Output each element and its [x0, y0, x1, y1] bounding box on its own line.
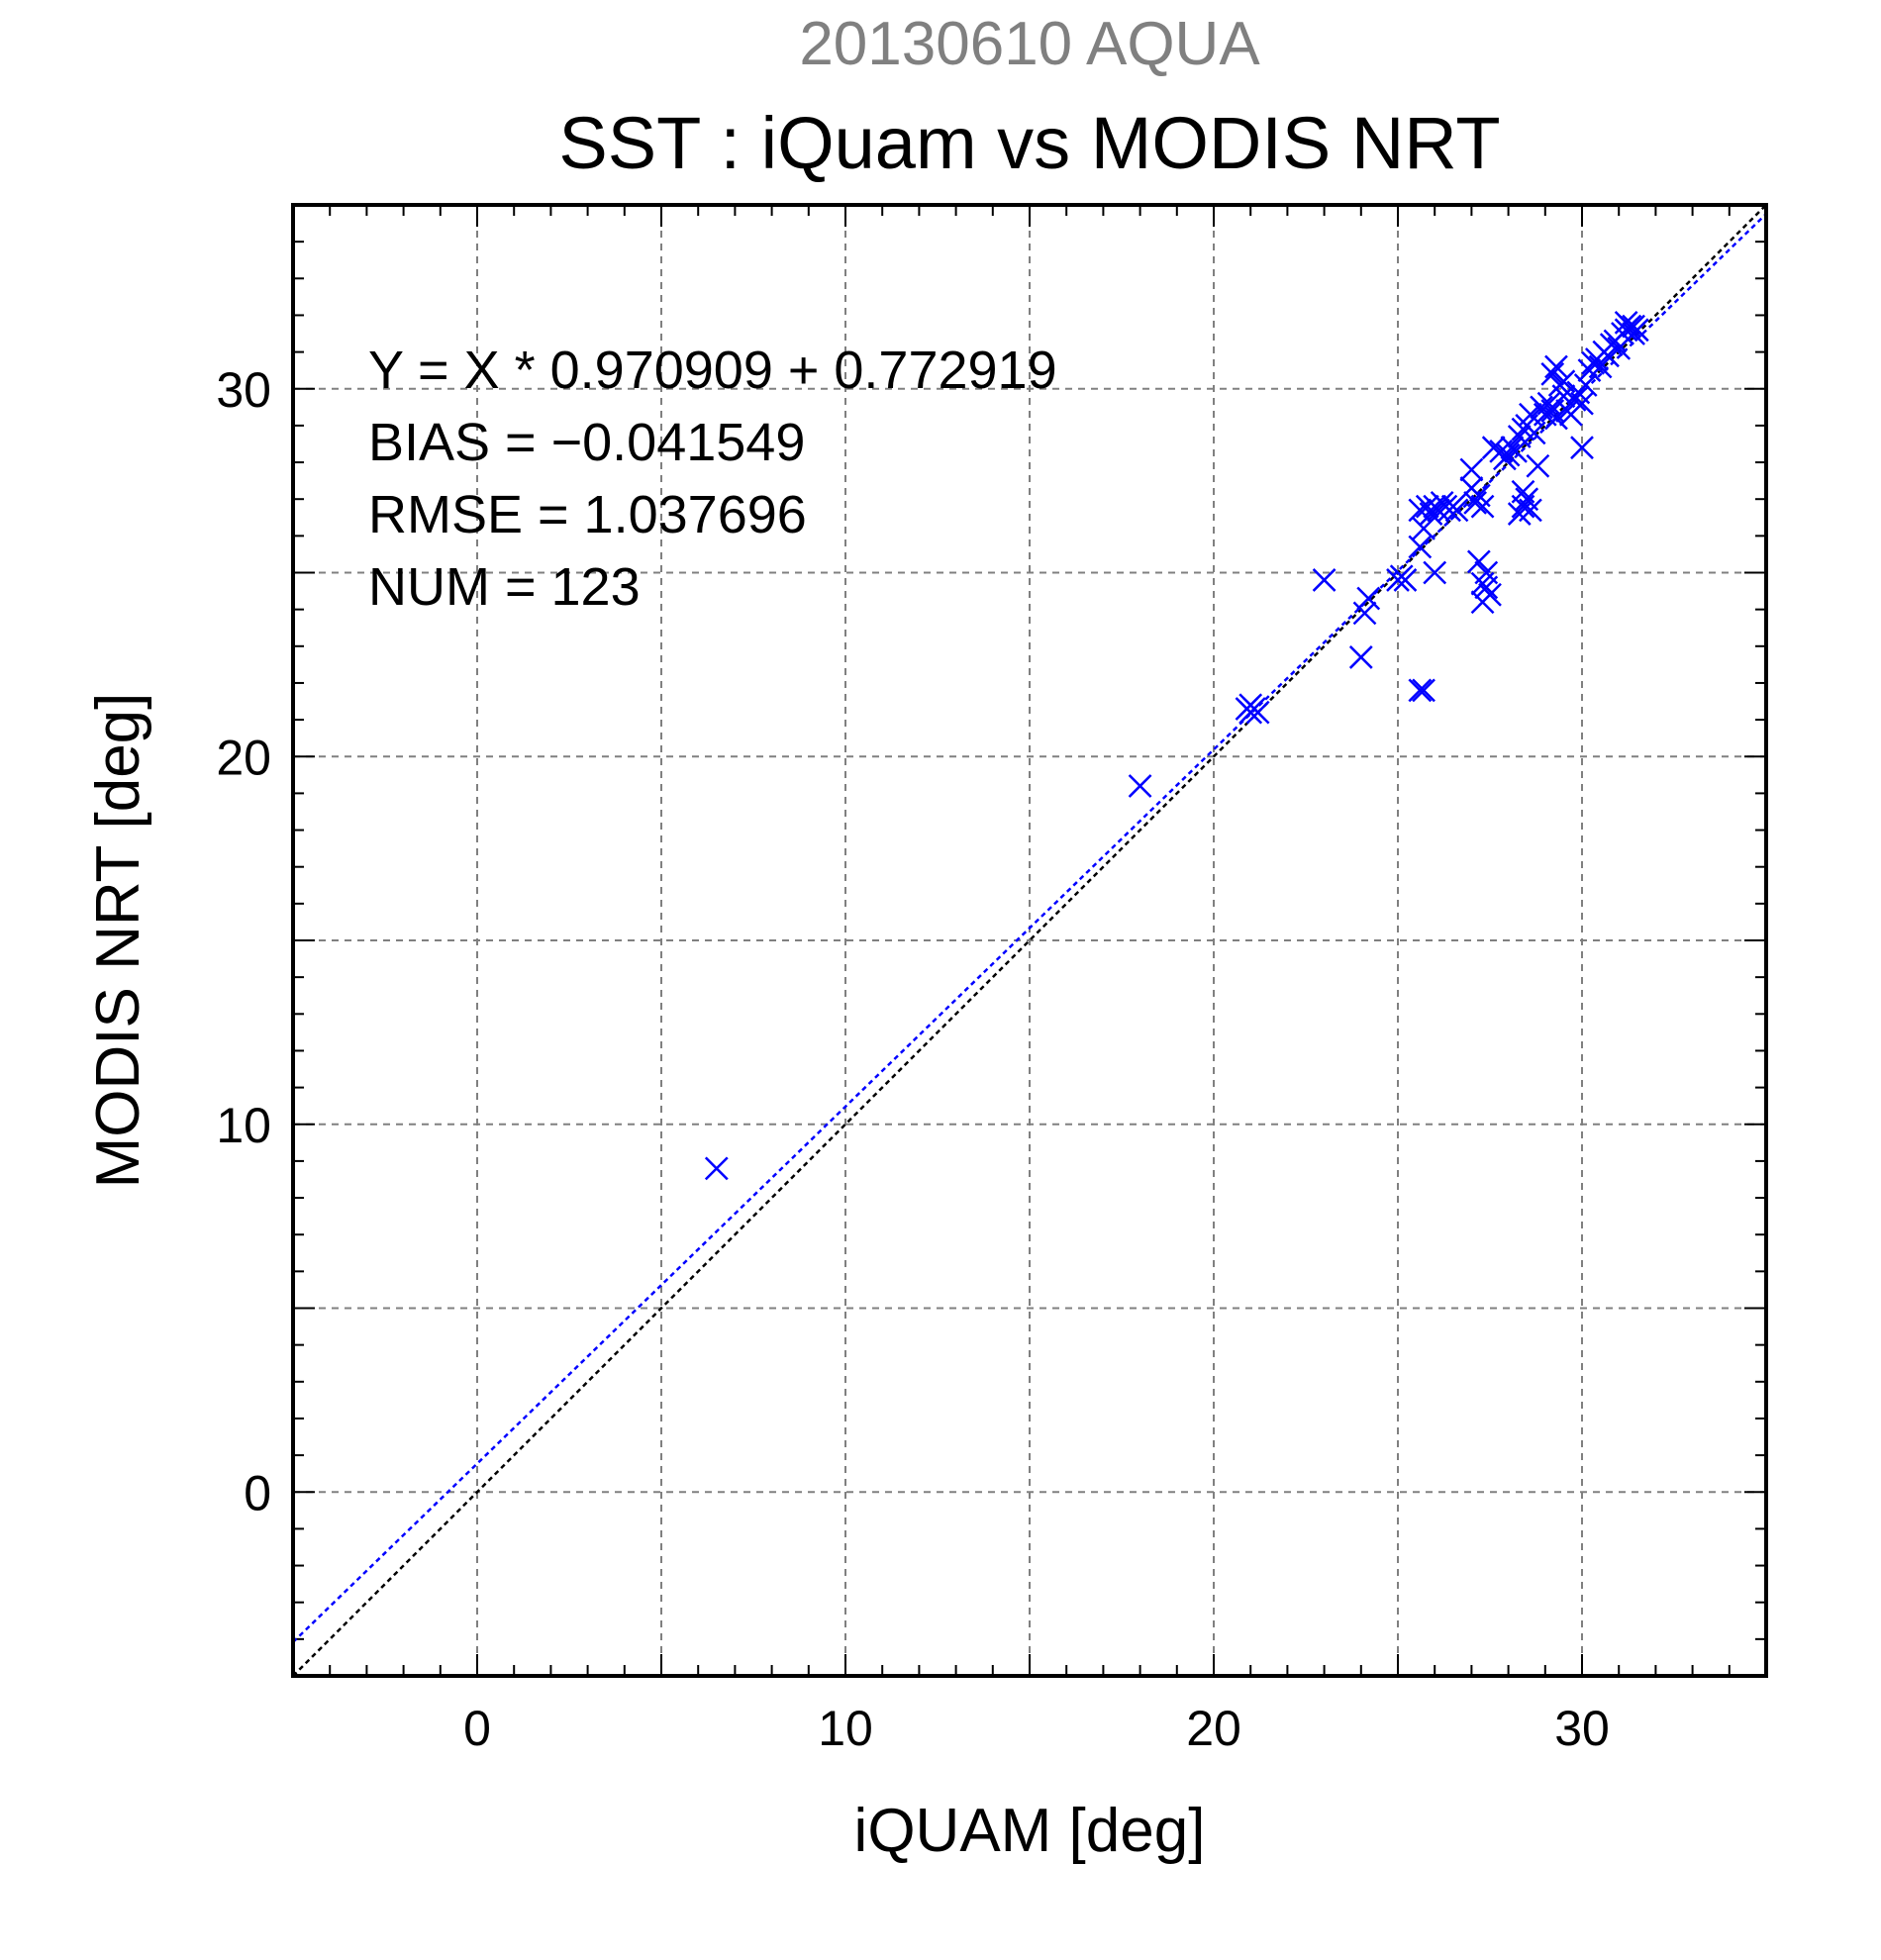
data-point	[1570, 391, 1594, 416]
data-point	[1393, 568, 1418, 592]
stat-line: Y = X * 0.970909 + 0.772919	[368, 341, 1057, 400]
data-point	[1496, 442, 1521, 467]
reference-lines	[292, 204, 1767, 1677]
data-point	[1356, 586, 1381, 611]
data-point	[1544, 406, 1568, 431]
data-point	[1504, 440, 1528, 463]
fit-statistics: Y = X * 0.970909 + 0.772919 BIAS = −0.041…	[368, 341, 1057, 617]
x-tick-label: 10	[818, 1701, 873, 1756]
y-tick-label: 0	[244, 1465, 271, 1520]
data-point	[1614, 310, 1638, 335]
x-tick-label: 30	[1554, 1701, 1610, 1756]
data-point	[1544, 354, 1568, 379]
data-point	[1427, 498, 1450, 523]
y-tick-label: 10	[216, 1098, 271, 1153]
y-tick-label: 20	[216, 730, 271, 785]
data-point	[1622, 314, 1645, 339]
chart-title: SST : iQuam vs MODIS NRT	[558, 102, 1500, 184]
data-point	[1540, 362, 1565, 386]
data-point	[1238, 693, 1263, 718]
data-point	[1507, 425, 1532, 448]
data-point	[1522, 421, 1546, 445]
data-points	[704, 310, 1649, 1181]
data-point	[1562, 388, 1587, 412]
data-point	[1466, 549, 1491, 574]
data-point	[1511, 479, 1535, 504]
x-axis-label: iQUAM [deg]	[854, 1797, 1206, 1865]
data-point	[1573, 373, 1598, 397]
data-point	[1474, 575, 1499, 600]
data-point	[1423, 560, 1447, 585]
x-tick-labels: 0 10 20 30	[463, 1701, 1610, 1756]
y-axis-label: MODIS NRT [deg]	[84, 693, 152, 1189]
data-point	[1408, 535, 1433, 559]
data-point	[1312, 568, 1336, 592]
data-point	[1470, 494, 1495, 519]
stat-line: BIAS = −0.041549	[368, 413, 805, 472]
grid-lines	[293, 205, 1766, 1676]
x-tick-label: 20	[1186, 1701, 1241, 1756]
y-tick-labels: 0 10 20 30	[216, 362, 271, 1521]
data-point	[1588, 354, 1613, 379]
data-point	[1570, 436, 1594, 460]
data-point	[1519, 498, 1542, 523]
data-point	[1348, 645, 1373, 669]
regression-line	[292, 213, 1767, 1643]
y-tick-label: 30	[216, 362, 271, 418]
stat-line: NUM = 123	[368, 557, 641, 617]
data-point	[1526, 453, 1550, 478]
data-point	[1128, 774, 1152, 798]
data-point	[1352, 601, 1377, 626]
data-point	[1444, 498, 1469, 523]
stat-line: RMSE = 1.037696	[368, 485, 807, 544]
data-point	[704, 1156, 729, 1181]
data-point	[1408, 678, 1433, 703]
data-point	[1459, 457, 1484, 482]
data-point	[1536, 391, 1561, 416]
data-point	[1412, 517, 1436, 540]
data-point	[1463, 491, 1488, 515]
data-point	[1478, 582, 1502, 607]
x-tick-label: 0	[463, 1701, 491, 1756]
chart-date-label: 20130610 AQUA	[799, 10, 1260, 78]
plot-frame	[291, 203, 1768, 1678]
data-point	[1412, 678, 1436, 703]
